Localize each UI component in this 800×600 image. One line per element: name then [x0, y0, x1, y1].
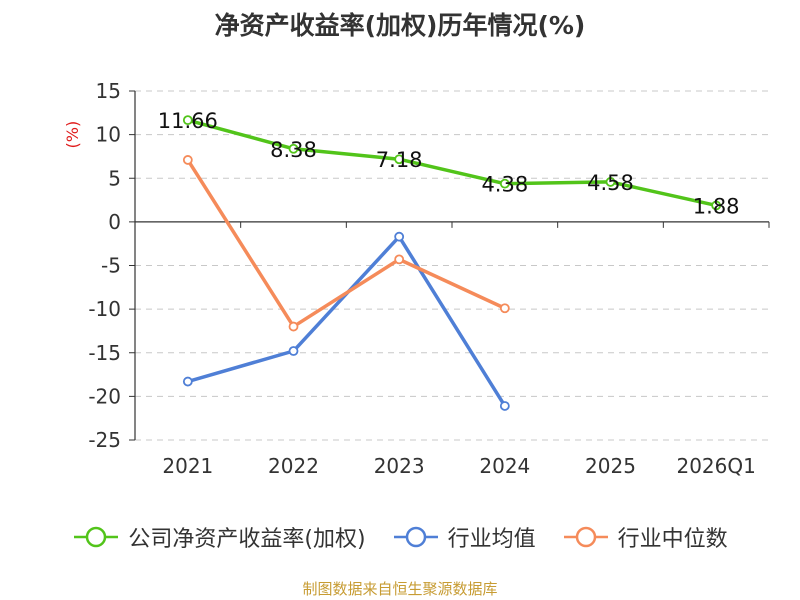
data-label: 11.66 [158, 109, 218, 133]
data-point [182, 115, 193, 126]
legend-swatch-icon [563, 526, 608, 548]
y-tick-label: -10 [88, 297, 121, 321]
y-tick-label: -15 [88, 341, 121, 365]
source-note: 制图数据来自恒生聚源数据库 [302, 580, 498, 598]
data-point [711, 200, 722, 211]
x-tick-label: 2021 [162, 454, 213, 478]
y-tick-label: -5 [101, 254, 121, 278]
y-tick-label: -20 [88, 384, 121, 408]
data-point [605, 177, 616, 187]
legend-label: 行业中位数 [617, 527, 728, 552]
legend-swatch-icon [74, 526, 119, 548]
data-label: 4.58 [587, 171, 634, 195]
data-point [499, 178, 510, 189]
data-point [394, 231, 405, 242]
series-line [187, 234, 507, 407]
grid-lines [135, 90, 769, 441]
data-label: 8.38 [270, 138, 317, 162]
x-tick-label: 2023 [374, 454, 425, 478]
data-point [499, 401, 510, 411]
data-label: 7.18 [376, 148, 423, 172]
x-tick-label: 2022 [268, 454, 319, 478]
legend-swatch-icon [393, 526, 438, 548]
data-point [182, 155, 193, 165]
data-point [288, 143, 299, 154]
chart-title: 净资产收益率(加权)历年情况(%) [214, 11, 586, 40]
data-point [394, 254, 405, 265]
legend: 公司净资产收益率(加权) 行业均值 行业中位数 [0, 520, 800, 554]
data-point [499, 303, 510, 314]
data-labels: 11.66 8.38 7.18 4.38 4.58 1.88 [158, 109, 740, 218]
series-line [186, 158, 506, 329]
x-tick-label: 2025 [585, 454, 636, 478]
data-point [288, 346, 299, 356]
y-tick-label: 15 [96, 79, 121, 103]
y-tick-label: -25 [88, 428, 121, 452]
y-axis-label: (%) [63, 121, 82, 149]
series-line [187, 118, 717, 208]
y-tick-label: 0 [108, 210, 121, 234]
data-point [288, 321, 299, 332]
legend-item: 行业中位数 [562, 521, 728, 553]
x-tick-label: 2026Q1 [676, 454, 755, 478]
data-label: 1.88 [693, 194, 740, 218]
data-label: 4.38 [481, 173, 528, 197]
legend-label: 公司净资产收益率(加权) [128, 527, 366, 552]
data-point [182, 376, 193, 387]
data-point [394, 154, 405, 165]
y-tick-label: 10 [96, 123, 121, 147]
y-tick-label: 5 [108, 166, 121, 190]
legend-label: 行业均值 [447, 527, 536, 552]
axes: 15 10 5 0 -5 -10 -15 -20 -25 (%) 2021 2022 2023 2024 2… [63, 79, 770, 478]
series-lines [182, 115, 722, 411]
x-tick-label: 2024 [479, 454, 530, 478]
legend-item: 公司净资产收益率(加权) [72, 521, 366, 553]
legend-item: 行业均值 [392, 521, 536, 553]
